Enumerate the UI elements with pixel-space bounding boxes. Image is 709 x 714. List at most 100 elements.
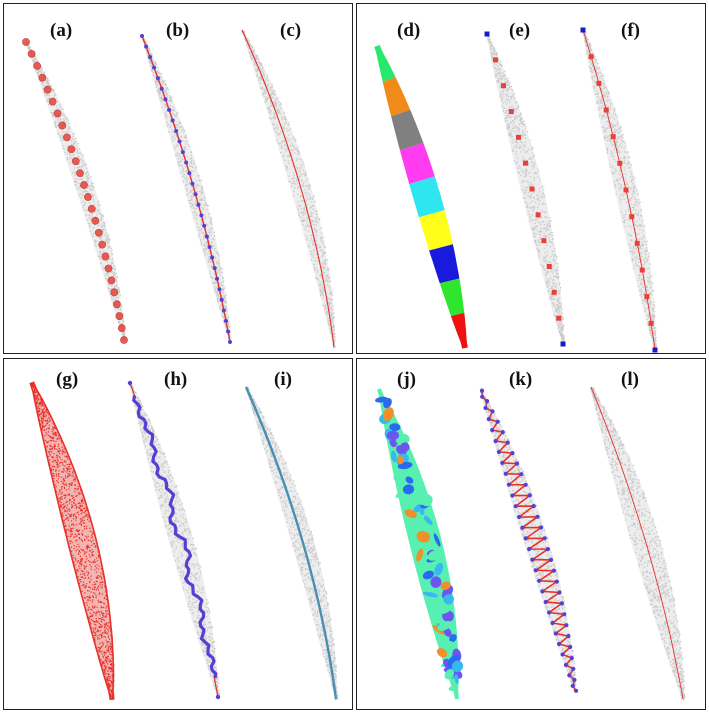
zigzag-node-k — [490, 428, 495, 433]
leaf-patch-j — [386, 430, 400, 441]
zigzag-node-k — [568, 644, 573, 650]
leaf-points-g — [30, 383, 115, 700]
skeleton-head-h — [129, 382, 136, 396]
zigzag-node-k — [545, 547, 550, 552]
zigzag-node-k — [510, 451, 515, 456]
skeleton-node-b — [228, 340, 232, 344]
zigzag-node-k — [495, 419, 500, 424]
panel-label-c: (c) — [280, 20, 302, 41]
zigzag-node-k — [574, 688, 579, 693]
panel-graphics-jkl — [375, 386, 686, 701]
leaf-patch-j — [444, 668, 455, 680]
segment-center-f — [629, 214, 635, 220]
zigzag-node-k — [567, 673, 572, 678]
segment-center-f — [623, 187, 629, 193]
zigzag-node-k — [513, 504, 518, 509]
zigzag-node-k — [553, 631, 558, 636]
skeleton-line-l — [590, 386, 684, 700]
skeleton-node-b — [204, 234, 209, 239]
quadrant-top-right: (d) (e) (f) — [356, 3, 706, 354]
leaf-patch-j — [445, 643, 452, 652]
leaf-cloud-b-points — [142, 38, 232, 344]
segment-center-f — [648, 320, 654, 326]
panel-label-h: (h) — [164, 369, 188, 390]
zigzag-node-k — [559, 601, 564, 606]
leaf-cloud-f — [581, 29, 658, 352]
zigzag-node-k — [483, 405, 488, 411]
node-circle-a — [22, 38, 30, 46]
panel-label-i: (i) — [274, 369, 292, 390]
panel-graphics-abc — [22, 29, 336, 349]
leaf-patch-j — [416, 530, 431, 543]
node-circle-a — [94, 228, 103, 237]
segment-center-f — [644, 294, 650, 300]
leaf-patch-j — [423, 515, 433, 525]
zigzag-node-k — [564, 623, 569, 628]
leaf-cloud-h-points — [129, 384, 221, 699]
skeleton-node-b — [184, 160, 189, 165]
segment-center-f — [634, 240, 640, 246]
zigzag-node-k — [566, 634, 571, 639]
leaf-patch-j — [400, 442, 410, 452]
skeleton-node-b — [212, 266, 217, 271]
skeleton-node-b — [210, 255, 215, 260]
zigzag-node-k — [500, 460, 505, 465]
leaf-patch-j — [393, 474, 406, 485]
node-circle-a — [58, 121, 67, 130]
node-circle-a — [80, 181, 88, 189]
panel-label-b: (b) — [166, 20, 190, 41]
segment-center-f — [596, 80, 602, 86]
leaf-patch-j — [416, 548, 424, 562]
leaf-cloud-e — [485, 33, 566, 345]
node-circle-a — [27, 50, 36, 58]
zigzag-node-k — [569, 655, 574, 661]
leaf-cloud-a — [25, 41, 127, 341]
zigzag-node-k — [533, 568, 538, 573]
skeleton-node-b — [144, 44, 149, 49]
skeleton-node-b — [187, 171, 192, 176]
zigzag-node-k — [517, 514, 522, 520]
skeleton-node-b — [219, 297, 224, 302]
skeleton-node-b — [221, 308, 226, 313]
node-circle-a — [38, 73, 47, 82]
zigzag-node-k — [493, 439, 498, 444]
skeleton-node-b — [196, 202, 201, 207]
leaf-patch-j — [420, 508, 425, 516]
quadrant-bottom-right: (j) (k) (l) — [356, 358, 706, 710]
node-circle-a — [53, 109, 62, 118]
zigzag-node-k — [550, 620, 555, 626]
zigzag-node-k — [531, 504, 536, 509]
zigzag-node-k — [562, 612, 567, 617]
leaf-patch-j — [397, 455, 404, 465]
skeleton-node-b — [215, 276, 220, 281]
zigzag-node-k — [530, 557, 535, 562]
quadrant-top-left: (a) (b) (c) — [3, 3, 353, 354]
zigzag-node-k — [510, 493, 515, 498]
node-circle-a — [67, 145, 76, 154]
leaf-segment-d — [400, 142, 435, 185]
segment-center-e — [551, 289, 557, 295]
zigzag-node-k — [514, 461, 520, 466]
skeleton-node-b — [148, 55, 153, 60]
panel-label-j: (j) — [397, 369, 416, 390]
skeleton-node-b — [207, 245, 212, 250]
leaf-patch-j — [433, 533, 441, 547]
zigzag-node-k — [523, 536, 528, 541]
skeleton-curve-i — [244, 386, 338, 700]
node-circle-a — [87, 204, 96, 213]
panel-label-g: (g) — [56, 369, 79, 390]
zigzag-node-k — [519, 472, 524, 477]
segment-center-f — [639, 267, 645, 273]
leaf-segment-d — [391, 109, 424, 151]
panel-graphics-ghi — [29, 380, 339, 701]
node-circle-a — [107, 276, 116, 285]
leaf-patch-j — [434, 562, 444, 576]
skeleton-node-b — [180, 150, 185, 155]
skeleton-node-b — [217, 287, 222, 292]
segment-center-e — [501, 83, 507, 89]
leaf-patch-j — [440, 581, 451, 590]
leaf-patch-j — [390, 450, 397, 463]
leaf-cloud-c — [240, 29, 336, 349]
leaf-segment-d — [382, 77, 411, 117]
leaf-cloud-k-hull — [479, 390, 577, 692]
